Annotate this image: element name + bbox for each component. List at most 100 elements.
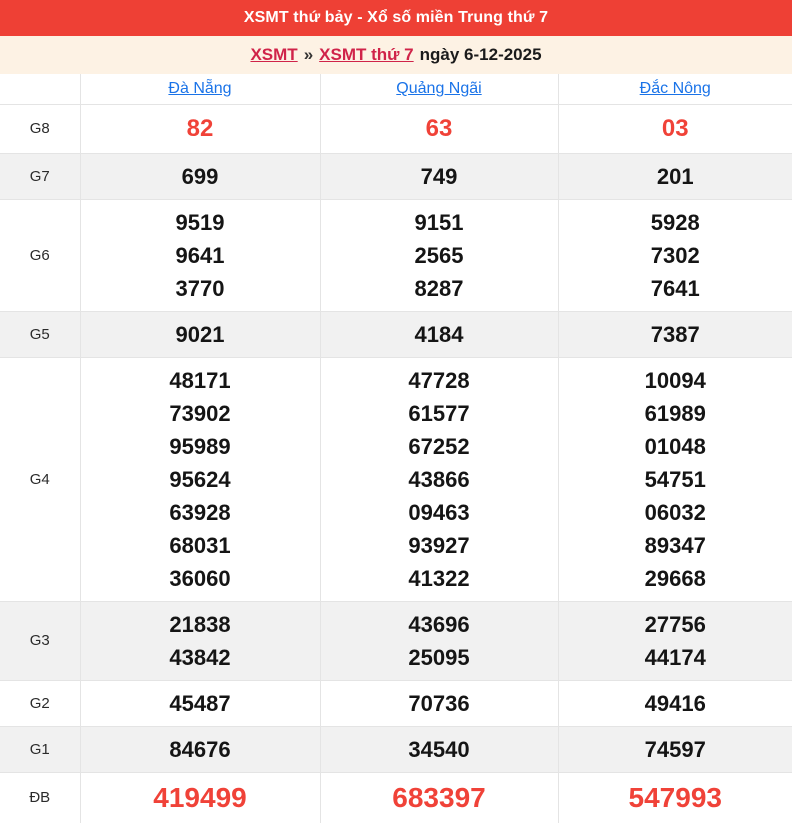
prize-number: 4184 xyxy=(321,318,558,351)
prize-number: 45487 xyxy=(81,687,320,720)
prize-cell: 547993 xyxy=(558,772,792,823)
prize-cell: 201 xyxy=(558,153,792,199)
prize-number: 47728 xyxy=(321,364,558,397)
row-label: ĐB xyxy=(0,772,80,823)
prize-number: 36060 xyxy=(81,562,320,595)
row-label: G5 xyxy=(0,311,80,357)
page-title: XSMT thứ bảy - Xổ số miền Trung thứ 7 xyxy=(244,9,548,27)
prize-number: 93927 xyxy=(321,529,558,562)
prize-number: 68031 xyxy=(81,529,320,562)
prize-number: 2565 xyxy=(321,239,558,272)
prize-number: 9519 xyxy=(81,206,320,239)
prize-number: 54751 xyxy=(559,463,792,496)
prize-number: 547993 xyxy=(559,779,792,817)
prize-number: 01048 xyxy=(559,430,792,463)
prize-number: 89347 xyxy=(559,529,792,562)
breadcrumb: XSMT » XSMT thứ 7 ngày 6-12-2025 xyxy=(0,36,792,74)
prize-number: 61577 xyxy=(321,397,558,430)
prize-cell: 84676 xyxy=(80,726,320,772)
prize-number: 06032 xyxy=(559,496,792,529)
prize-number: 43842 xyxy=(81,641,320,674)
prize-cell: 699 xyxy=(80,153,320,199)
prize-cell: 70736 xyxy=(320,680,558,726)
prize-number: 749 xyxy=(321,160,558,193)
column-header-2: Quảng Ngãi xyxy=(320,74,558,104)
prize-cell: 45487 xyxy=(80,680,320,726)
prize-number: 10094 xyxy=(559,364,792,397)
prize-cell: 74597 xyxy=(558,726,792,772)
prize-number: 5928 xyxy=(559,206,792,239)
breadcrumb-link-xsmt-thu-7[interactable]: XSMT thứ 7 xyxy=(319,45,413,65)
prize-number: 34540 xyxy=(321,733,558,766)
column-header-link-2[interactable]: Quảng Ngãi xyxy=(396,80,481,97)
prize-number: 63928 xyxy=(81,496,320,529)
prize-number: 3770 xyxy=(81,272,320,305)
table-header-row: Đà Nẵng Quảng Ngãi Đắc Nông xyxy=(0,74,792,104)
prize-number: 683397 xyxy=(321,779,558,817)
row-label: G3 xyxy=(0,601,80,680)
prize-number: 84676 xyxy=(81,733,320,766)
column-header-link-3[interactable]: Đắc Nông xyxy=(640,80,711,97)
column-header-1: Đà Nẵng xyxy=(80,74,320,104)
prize-number: 95624 xyxy=(81,463,320,496)
row-label: G1 xyxy=(0,726,80,772)
prize-number: 29668 xyxy=(559,562,792,595)
prize-cell: 34540 xyxy=(320,726,558,772)
breadcrumb-separator: » xyxy=(304,45,313,65)
row-label: G6 xyxy=(0,199,80,311)
prize-cell: 63 xyxy=(320,104,558,153)
prize-cell: 683397 xyxy=(320,772,558,823)
prize-cell: 82 xyxy=(80,104,320,153)
prize-number: 25095 xyxy=(321,641,558,674)
prize-number: 201 xyxy=(559,160,792,193)
prize-number: 48171 xyxy=(81,364,320,397)
prize-cell: 4184 xyxy=(320,311,558,357)
prize-number: 61989 xyxy=(559,397,792,430)
prize-number: 73902 xyxy=(81,397,320,430)
prize-number: 7302 xyxy=(559,239,792,272)
row-label: G8 xyxy=(0,104,80,153)
prize-number: 74597 xyxy=(559,733,792,766)
prize-number: 49416 xyxy=(559,687,792,720)
prize-number: 43696 xyxy=(321,608,558,641)
prize-number: 41322 xyxy=(321,562,558,595)
prize-number: 03 xyxy=(559,111,792,147)
column-header-link-1[interactable]: Đà Nẵng xyxy=(168,80,231,97)
prize-cell: 9021 xyxy=(80,311,320,357)
prize-number: 09463 xyxy=(321,496,558,529)
prize-number: 9151 xyxy=(321,206,558,239)
prize-cell: 749 xyxy=(320,153,558,199)
title-bar: XSMT thứ bảy - Xổ số miền Trung thứ 7 xyxy=(0,0,792,36)
prize-number: 8287 xyxy=(321,272,558,305)
row-label: G2 xyxy=(0,680,80,726)
prize-number: 7387 xyxy=(559,318,792,351)
prize-cell: 419499 xyxy=(80,772,320,823)
prize-number: 9641 xyxy=(81,239,320,272)
prize-number: 95989 xyxy=(81,430,320,463)
prize-cell: 49416 xyxy=(558,680,792,726)
prize-number: 63 xyxy=(321,111,558,147)
prize-number: 7641 xyxy=(559,272,792,305)
row-label: G7 xyxy=(0,153,80,199)
row-label: G4 xyxy=(0,357,80,601)
breadcrumb-date: ngày 6-12-2025 xyxy=(420,45,542,65)
prize-number: 44174 xyxy=(559,641,792,674)
breadcrumb-link-xsmt[interactable]: XSMT xyxy=(250,45,297,65)
prize-number: 27756 xyxy=(559,608,792,641)
